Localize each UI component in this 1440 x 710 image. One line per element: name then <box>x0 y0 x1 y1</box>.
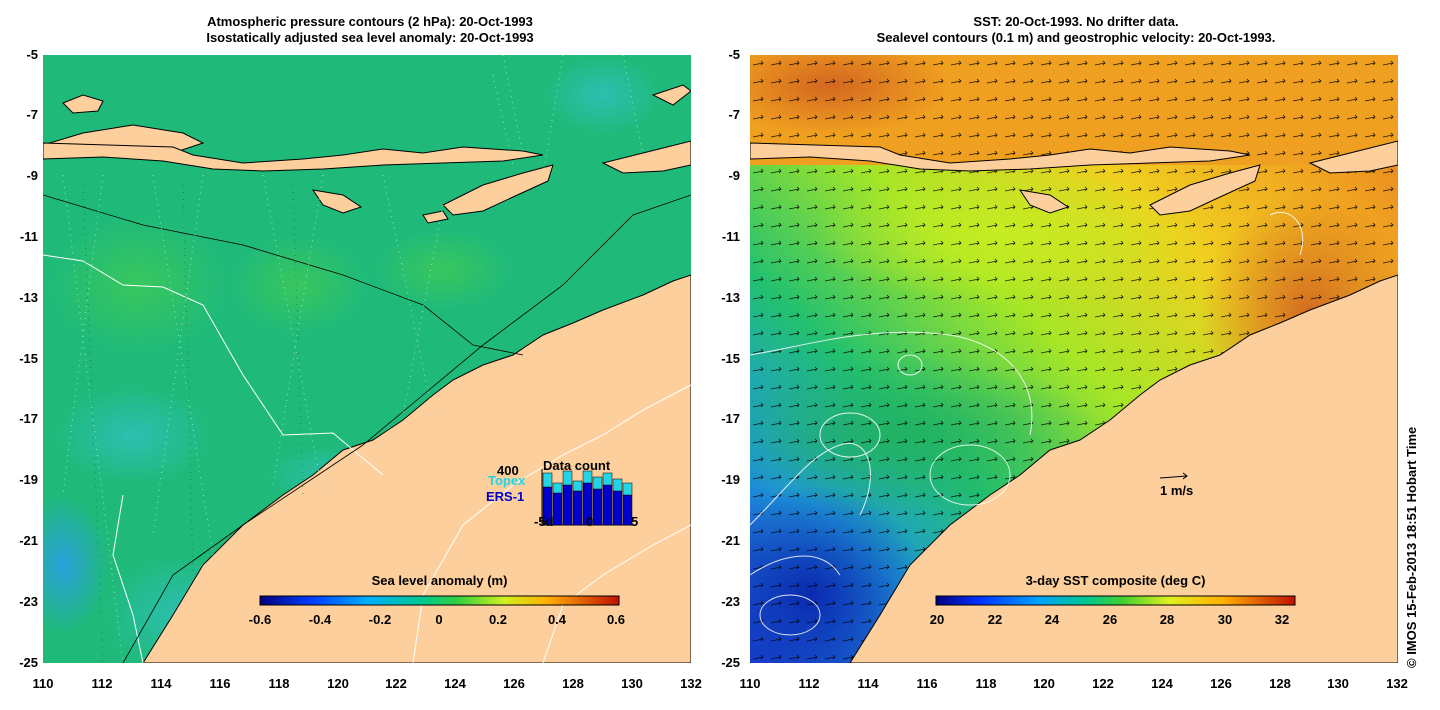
copyright-text: © IMOS 15-Feb-2013 18:51 Hobart Time <box>1404 426 1419 668</box>
left-y-tick: -11 <box>19 229 38 244</box>
left-y-tick: -15 <box>19 351 38 366</box>
left-y-tick: -7 <box>26 107 38 122</box>
data-count-max-label: 400 <box>497 463 519 478</box>
left-y-tick: -21 <box>19 533 38 548</box>
left-y-tick: -5 <box>26 47 38 62</box>
left-cb-tick: -0.6 <box>248 612 272 627</box>
right-y-tick: -13 <box>721 290 740 305</box>
data-count-tick-0: 0 <box>586 514 594 529</box>
left-x-tick: 120 <box>327 676 349 691</box>
right-cb-tick: 32 <box>1274 612 1290 627</box>
left-y-tick: -17 <box>19 411 38 426</box>
left-y-tick: -9 <box>26 168 38 183</box>
left-x-tick: 122 <box>385 676 407 691</box>
left-cb-tick: 0.6 <box>606 612 626 627</box>
right-y-tick: -5 <box>728 47 740 62</box>
right-y-tick: -17 <box>721 411 740 426</box>
right-x-tick: 118 <box>975 676 997 691</box>
ers1-label: ERS-1 <box>486 489 525 504</box>
data-count-title: Data count <box>543 458 611 473</box>
left-y-tick: -13 <box>19 290 38 305</box>
left-cb-tick: -0.4 <box>308 612 332 627</box>
left-x-tick: 128 <box>562 676 584 691</box>
left-title-line2: Isostatically adjusted sea level anomaly… <box>206 30 534 45</box>
right-y-tick: -23 <box>721 594 740 609</box>
left-title-line1: Atmospheric pressure contours (2 hPa): 2… <box>207 14 533 29</box>
left-x-tick: 110 <box>32 676 54 691</box>
right-cb-tick: 28 <box>1159 612 1175 627</box>
right-y-tick: -7 <box>728 107 740 122</box>
right-cb-tick: 30 <box>1217 612 1233 627</box>
left-y-tick: -25 <box>19 655 38 670</box>
left-x-tick: 124 <box>444 676 466 691</box>
left-cb-tick: -0.2 <box>368 612 392 627</box>
left-x-tick: 132 <box>680 676 702 691</box>
right-x-tick: 130 <box>1327 676 1349 691</box>
right-title-line2: Sealevel contours (0.1 m) and geostrophi… <box>876 30 1276 45</box>
left-x-tick: 118 <box>268 676 290 691</box>
right-x-tick: 124 <box>1151 676 1173 691</box>
left-x-tick: 114 <box>150 676 172 691</box>
right-cb-tick: 22 <box>987 612 1003 627</box>
right-x-tick: 126 <box>1210 676 1232 691</box>
right-x-tick: 110 <box>739 676 761 691</box>
right-y-tick: -25 <box>721 655 740 670</box>
left-cb-tick: 0.2 <box>488 612 508 627</box>
right-cb-tick: 20 <box>929 612 945 627</box>
right-y-tick: -19 <box>721 472 740 487</box>
left-cb-tick: 0 <box>435 612 443 627</box>
data-count-tick-minus5d: -5d <box>534 514 554 529</box>
right-x-tick: 114 <box>857 676 879 691</box>
right-x-tick: 120 <box>1033 676 1055 691</box>
data-count-tick-5: 5 <box>631 514 639 529</box>
right-y-tick: -9 <box>728 168 740 183</box>
right-colorbar-label: 3-day SST composite (deg C) <box>1025 573 1206 588</box>
left-cb-tick: 0.4 <box>547 612 567 627</box>
left-x-tick: 116 <box>209 676 231 691</box>
velocity-scale-label: 1 m/s <box>1160 483 1194 498</box>
left-x-tick: 112 <box>91 676 113 691</box>
sea-level-anomaly-map <box>43 55 691 663</box>
sea-level-anomaly-map-svg <box>43 55 691 663</box>
sst-colorbar <box>935 595 1296 606</box>
right-title-line1: SST: 20-Oct-1993. No drifter data. <box>973 14 1179 29</box>
sst-map-svg <box>750 55 1398 663</box>
right-x-tick: 116 <box>916 676 938 691</box>
data-count-histogram <box>541 469 635 526</box>
sst-map <box>750 55 1398 663</box>
left-colorbar-label: Sea level anomaly (m) <box>371 573 508 588</box>
right-y-tick: -15 <box>721 351 740 366</box>
right-y-tick: -11 <box>721 229 740 244</box>
left-x-tick: 130 <box>621 676 643 691</box>
right-x-tick: 132 <box>1386 676 1408 691</box>
topex-label: Topex <box>488 473 526 488</box>
right-x-tick: 128 <box>1269 676 1291 691</box>
right-y-tick: -21 <box>721 533 740 548</box>
velocity-scale-arrow <box>1159 472 1188 480</box>
right-cb-tick: 26 <box>1102 612 1118 627</box>
left-y-tick: -19 <box>19 472 38 487</box>
right-x-tick: 112 <box>798 676 820 691</box>
right-cb-tick: 24 <box>1044 612 1060 627</box>
right-x-tick: 122 <box>1092 676 1114 691</box>
left-y-tick: -23 <box>19 594 38 609</box>
left-x-tick: 126 <box>503 676 525 691</box>
sea-level-colorbar <box>259 595 620 606</box>
